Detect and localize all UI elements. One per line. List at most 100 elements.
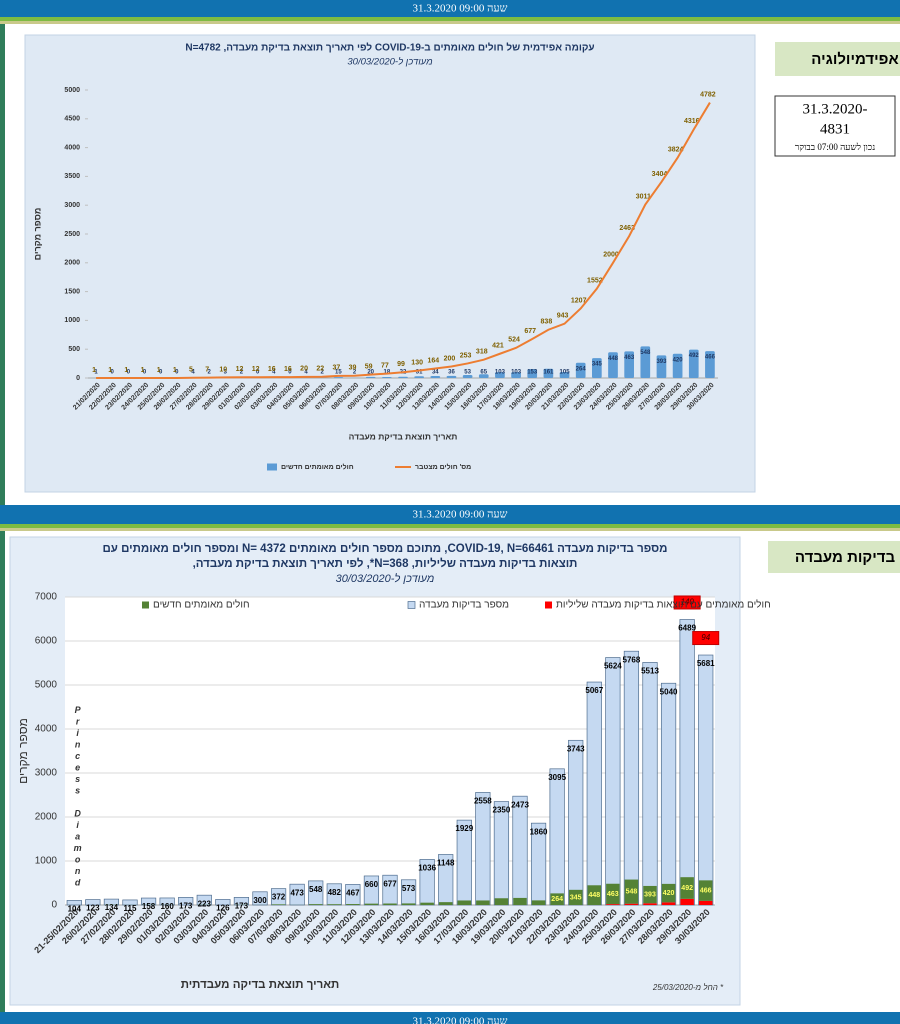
bar-value-label: 2 bbox=[353, 370, 357, 376]
line-value-label: 421 bbox=[492, 343, 504, 350]
bar-value-label: 115 bbox=[124, 904, 137, 913]
y-tick-label: 3000 bbox=[64, 202, 80, 209]
bar-value-label: 4 bbox=[304, 370, 308, 376]
y-tick-label: 0 bbox=[76, 375, 80, 382]
line-value-label: 12 bbox=[252, 366, 260, 373]
label-box bbox=[673, 595, 701, 610]
bar-value-label: 2 bbox=[321, 370, 325, 376]
bar bbox=[527, 369, 538, 378]
bar-value-label: 2350 bbox=[493, 806, 511, 815]
bar bbox=[382, 376, 392, 378]
bar bbox=[398, 376, 408, 378]
y-tick-label: 2000 bbox=[35, 812, 58, 823]
bar-value-label: 466 bbox=[705, 355, 716, 361]
bar-value-label: 161 bbox=[543, 370, 554, 376]
line-value-label: 99 bbox=[397, 361, 405, 368]
line-value-label: 37 bbox=[332, 365, 340, 372]
side-label bbox=[768, 541, 900, 573]
line-value-label: 22 bbox=[316, 366, 324, 373]
label-box bbox=[692, 631, 720, 646]
bar bbox=[511, 372, 521, 378]
bar bbox=[623, 650, 640, 906]
y-tick-label: 3000 bbox=[35, 768, 58, 779]
line-value-label: 318 bbox=[476, 349, 488, 356]
y-tick-label: 4500 bbox=[64, 116, 80, 123]
bar-value-label: 4 bbox=[272, 370, 276, 376]
bar bbox=[592, 358, 602, 378]
bar-value-label: 160 bbox=[160, 902, 174, 911]
bar-segment bbox=[346, 904, 360, 905]
bar-value-label: 372 bbox=[272, 893, 286, 902]
bar bbox=[493, 801, 510, 906]
banner-stripe bbox=[0, 21, 900, 24]
bar-value-label: 300 bbox=[253, 896, 267, 905]
y-tick-label: 4000 bbox=[35, 724, 58, 735]
bar bbox=[462, 374, 473, 378]
bar-value-label: 677 bbox=[383, 879, 397, 888]
line-value-label: 77 bbox=[381, 362, 389, 369]
y-tick-label: 5000 bbox=[64, 87, 80, 94]
bar bbox=[478, 374, 489, 378]
y-axis-label: מספר מקרים bbox=[16, 718, 30, 784]
line-value-label: 524 bbox=[508, 337, 520, 344]
line-value-label: 10 bbox=[219, 366, 227, 373]
bar-segment bbox=[476, 900, 490, 905]
bar bbox=[85, 899, 101, 906]
line-value-label: 12 bbox=[236, 366, 244, 373]
bar-segment bbox=[327, 904, 342, 905]
bar-value-label: 123 bbox=[86, 904, 100, 913]
bar-value-label: 463 bbox=[624, 355, 635, 361]
bar-value-label: 6489 bbox=[678, 624, 696, 633]
line-value-label: 16 bbox=[284, 366, 292, 373]
bar bbox=[624, 351, 634, 378]
banner-text: 31.3.2020 09:00 שעה bbox=[413, 509, 508, 521]
bar-value-label: 173 bbox=[179, 901, 193, 910]
line-value-label: 20 bbox=[300, 366, 308, 373]
watermark: Princess Diamond bbox=[73, 705, 83, 889]
side-label bbox=[775, 42, 900, 76]
chart-subtitle: מעודכן ל-30/03/2020 bbox=[336, 572, 435, 585]
bar bbox=[559, 371, 570, 378]
bar-value-label: 473 bbox=[290, 888, 304, 897]
bar-segment bbox=[401, 903, 416, 905]
bar bbox=[414, 376, 424, 378]
bar-value-label: 1 bbox=[94, 370, 98, 376]
bar-value-label: 548 bbox=[309, 885, 323, 894]
bar-value-label: 448 bbox=[608, 356, 619, 362]
segment-value-label: 140 bbox=[680, 598, 694, 607]
bar-segment bbox=[680, 877, 694, 899]
line-value-label: 1552 bbox=[587, 277, 603, 284]
bar-segment bbox=[698, 900, 713, 905]
bar-segment bbox=[308, 904, 323, 905]
line-value-label: 200 bbox=[444, 355, 456, 362]
segment-value-label: 94 bbox=[701, 633, 710, 642]
bar-value-label: 264 bbox=[576, 366, 587, 372]
edge-strip bbox=[0, 531, 5, 1012]
bar bbox=[333, 377, 344, 378]
bar-value-label: 65 bbox=[480, 370, 487, 376]
bar-segment bbox=[606, 904, 620, 905]
bar bbox=[495, 372, 505, 378]
bar-value-label: 0 bbox=[175, 370, 179, 376]
bar-value-label: 5513 bbox=[641, 667, 659, 676]
bar-value-label: 0 bbox=[111, 370, 115, 376]
side-label-text: אפידמיולוגיה bbox=[811, 51, 898, 68]
line-value-label: 16 bbox=[268, 366, 276, 373]
bar-value-label: 0 bbox=[143, 370, 147, 376]
bar-value-label: 1148 bbox=[437, 859, 455, 868]
bar-segment bbox=[531, 900, 546, 905]
segment-value-label: 393 bbox=[644, 891, 656, 898]
footnote: * החל מ-25/03/2020 bbox=[652, 983, 724, 992]
bar-value-label: 1860 bbox=[530, 827, 548, 836]
bar bbox=[672, 353, 683, 378]
bar bbox=[642, 662, 658, 906]
bar-value-label: 103 bbox=[495, 370, 506, 376]
bar bbox=[656, 355, 667, 378]
segment-value-label: 466 bbox=[700, 887, 712, 894]
bar-value-label: 4 bbox=[191, 370, 195, 376]
bar-segment bbox=[550, 893, 564, 905]
bar-value-label: 2473 bbox=[511, 800, 529, 809]
bar bbox=[605, 657, 621, 906]
bar-value-label: 1036 bbox=[418, 864, 436, 873]
bar-value-label: 0 bbox=[159, 370, 163, 376]
